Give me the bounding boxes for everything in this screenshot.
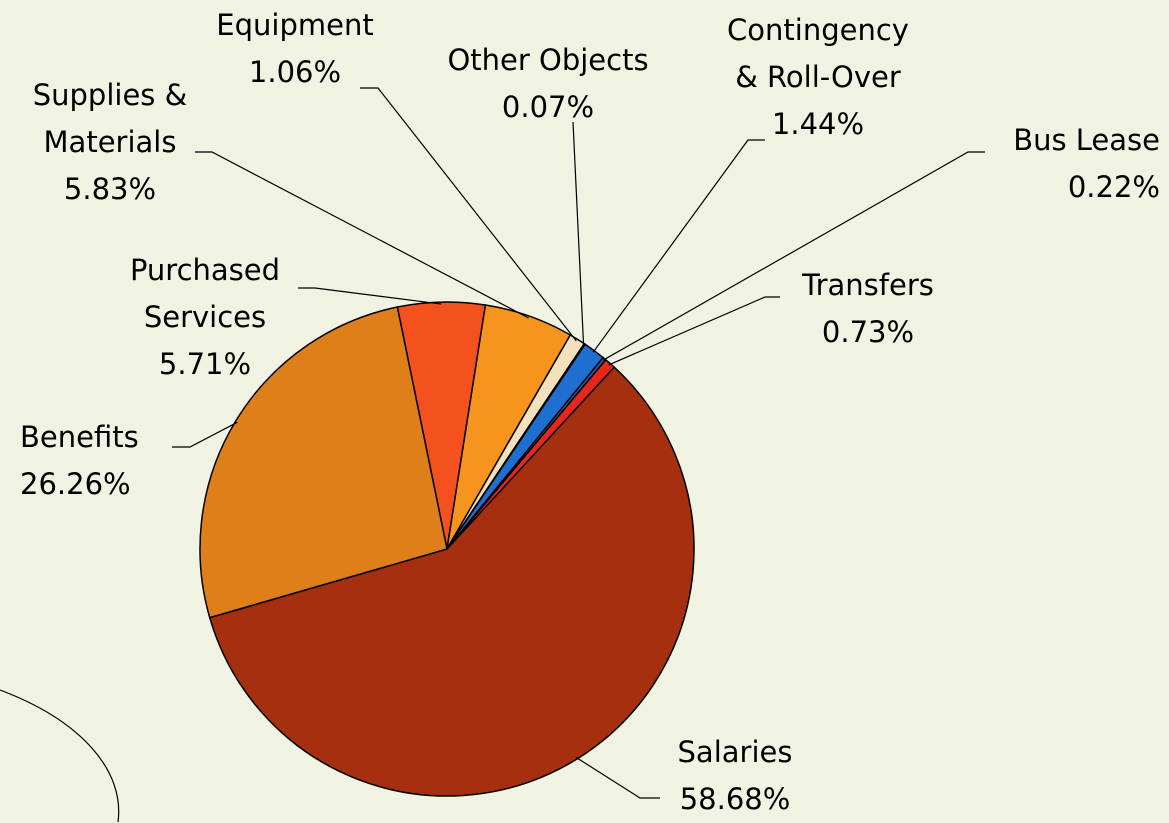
leader-line [298, 287, 442, 305]
category-label: Bus Lease [1013, 122, 1160, 157]
leader-line [608, 296, 780, 366]
leader-line [572, 121, 585, 346]
category-label: Equipment [216, 7, 374, 42]
category-label: Supplies & Materials [32, 77, 188, 159]
leader-line [172, 421, 238, 448]
category-label: Other Objects [447, 42, 649, 77]
slice-label: Contingency & Roll-Over 1.44% [718, 7, 918, 148]
value-label: 26.26% [20, 466, 131, 501]
value-label: 0.73% [821, 314, 915, 349]
slice-label: Benefits 26.26% [20, 414, 220, 508]
value-label: 5.71% [158, 346, 252, 381]
slice-label: Transfers 0.73% [768, 262, 968, 356]
leader-line [602, 151, 985, 361]
slice-label: Bus Lease 0.22% [960, 117, 1160, 211]
slice-label: Purchased Services 5.71% [105, 247, 305, 388]
slice-label: Supplies & Materials 5.83% [5, 72, 215, 213]
leader-line [195, 151, 529, 319]
slice-label: Salaries 58.68% [635, 729, 835, 823]
value-label: 1.06% [248, 54, 342, 89]
category-label: Purchased Services [129, 252, 281, 334]
leader-line [575, 756, 660, 799]
decorative-curve [0, 689, 120, 822]
slice-label: Other Objects 0.07% [418, 37, 678, 131]
value-label: 58.68% [679, 781, 791, 816]
value-label: 0.07% [501, 89, 595, 124]
leader-line [592, 139, 765, 353]
value-label: 5.83% [63, 171, 157, 206]
category-label: Benefits [20, 419, 139, 454]
leader-line [360, 87, 577, 342]
pie-slice [208, 366, 695, 797]
value-label: 1.44% [771, 106, 865, 141]
category-label: Contingency & Roll-Over [727, 12, 909, 94]
value-label: 0.22% [1067, 169, 1160, 204]
category-label: Salaries [677, 734, 793, 769]
slice-label: Equipment 1.06% [195, 2, 395, 96]
pie-slice [199, 306, 448, 619]
category-label: Transfers [802, 267, 934, 302]
